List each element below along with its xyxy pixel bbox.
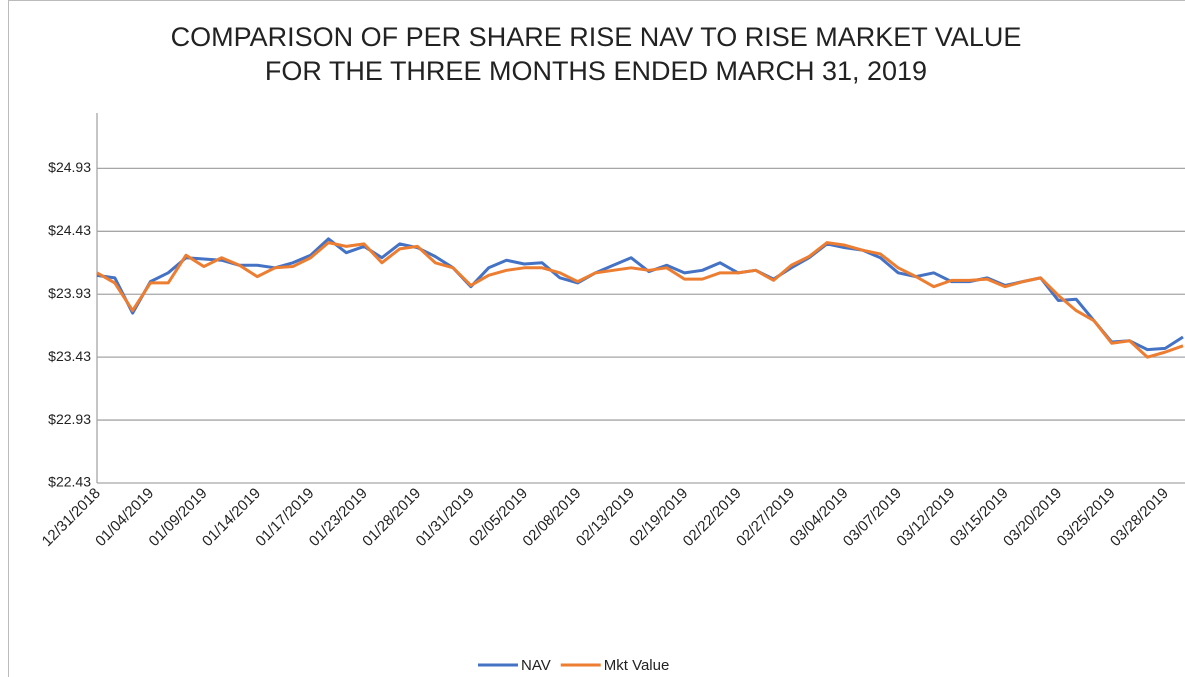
chart-title: COMPARISON OF PER SHARE RISE NAV TO RISE… (171, 22, 1022, 52)
y-tick-label: $24.93 (48, 159, 91, 175)
y-tick-label: $23.93 (48, 285, 91, 301)
legend-label: Mkt Value (604, 657, 670, 674)
x-tick-label: 03/28/2019 (1107, 485, 1172, 550)
y-tick-label: $22.93 (48, 411, 91, 427)
legend-label: NAV (521, 657, 551, 674)
legend: NAV Mkt Value (478, 657, 669, 674)
chart-title: FOR THE THREE MONTHS ENDED MARCH 31, 201… (265, 56, 927, 86)
series-line (96, 241, 1184, 359)
y-tick-label: $24.43 (48, 222, 91, 238)
y-tick-label: $22.43 (48, 474, 91, 490)
y-tick-label: $23.43 (48, 348, 91, 364)
